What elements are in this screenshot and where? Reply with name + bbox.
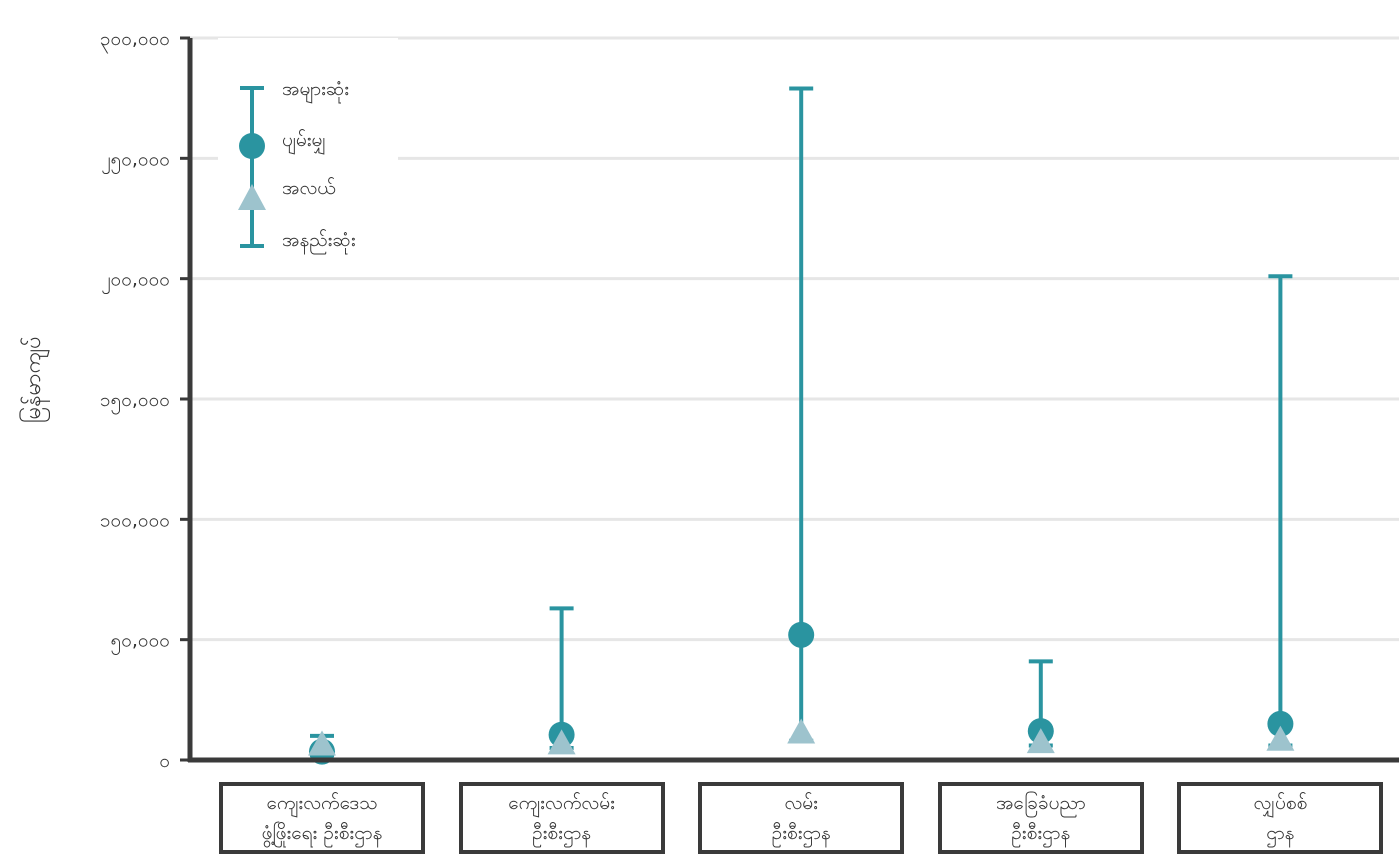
category-label-line2: ဖွံ့ဖြိုးရေး ဦးစီးဌာန xyxy=(261,822,383,844)
category-series xyxy=(787,86,816,744)
y-tick-label: ၁၀၀,၀၀၀ xyxy=(100,509,170,531)
median-point xyxy=(308,730,336,756)
legend-label-min: အနည်းဆုံး xyxy=(282,228,356,255)
category-label-box: လမ်းဦးစီးဌာန xyxy=(698,782,905,854)
category-label-line2: ဦးစီးဌာန xyxy=(532,822,592,844)
category-label-box: ကျေးလက်လမ်းဦးစီးဌာန xyxy=(458,782,665,854)
median-point xyxy=(787,718,816,744)
category-label-box: ကျေးလက်ဒေသဖွံ့ဖြိုးရေး ဦးစီးဌာန xyxy=(219,782,425,854)
legend-label-max: အများဆုံး xyxy=(282,78,349,104)
legend-mean-marker xyxy=(239,133,265,159)
category-label-line1: ကျေးလက်ဒေသ xyxy=(266,792,378,814)
y-tick-label: ၁၅၀,၀၀၀ xyxy=(100,389,170,415)
y-tick-label: ၂၅၀,၀၀၀ xyxy=(101,148,170,174)
mean-point xyxy=(788,621,815,648)
y-tick-label: ၅၀,၀၀၀ xyxy=(111,630,170,656)
y-axis-label: မြန်မာကျပ် xyxy=(19,337,50,423)
category-label-line2: ဌာန xyxy=(1266,822,1295,844)
category-label-line1: ကျေးလက်လမ်း xyxy=(508,792,615,814)
median-point xyxy=(547,729,576,755)
category-label-line2: ဦးစီးဌာန xyxy=(1011,822,1071,844)
category-label-box: အခြေခံပညာဦးစီးဌာန xyxy=(937,782,1144,854)
mean-point xyxy=(1267,710,1294,737)
legend-label-mean: ပျမ်းမျှ xyxy=(282,128,326,155)
category-series xyxy=(1026,659,1055,754)
category-label-box: လျှပ်စစ်ဌာန xyxy=(1177,782,1384,854)
y-tick-label: ၂၀၀,၀၀၀ xyxy=(101,269,170,295)
category-label-line1: အခြေခံပညာ xyxy=(995,792,1086,814)
y-tick-label: ၀ xyxy=(159,750,170,772)
category-series xyxy=(1266,274,1295,751)
category-label-line1: လမ်း xyxy=(784,792,818,814)
category-series xyxy=(547,606,576,755)
series-marks xyxy=(308,86,1295,765)
y-tick-label: ၃၀၀,၀၀၀ xyxy=(100,28,170,54)
axes xyxy=(187,38,1399,763)
legend-label-median: အလယ် xyxy=(282,176,336,199)
category-label-line2: ဦးစီးဌာန xyxy=(771,822,831,844)
category-label-line1: လျှပ်စစ် xyxy=(1253,792,1308,814)
y-tick-labels: ၀ ၅၀,၀၀၀ ၁၀၀,၀၀၀ ၁၅၀,၀၀၀ ၂၀၀,၀၀၀ ၂၅၀,၀၀၀ ၃၀၀,၀… xyxy=(100,28,170,772)
legend: အများဆုံးပျမ်းမျှအလယ်အနည်းဆုံး xyxy=(238,78,356,255)
median-point xyxy=(1266,725,1295,751)
median-point xyxy=(1026,728,1055,754)
legend-median-marker xyxy=(238,184,266,210)
